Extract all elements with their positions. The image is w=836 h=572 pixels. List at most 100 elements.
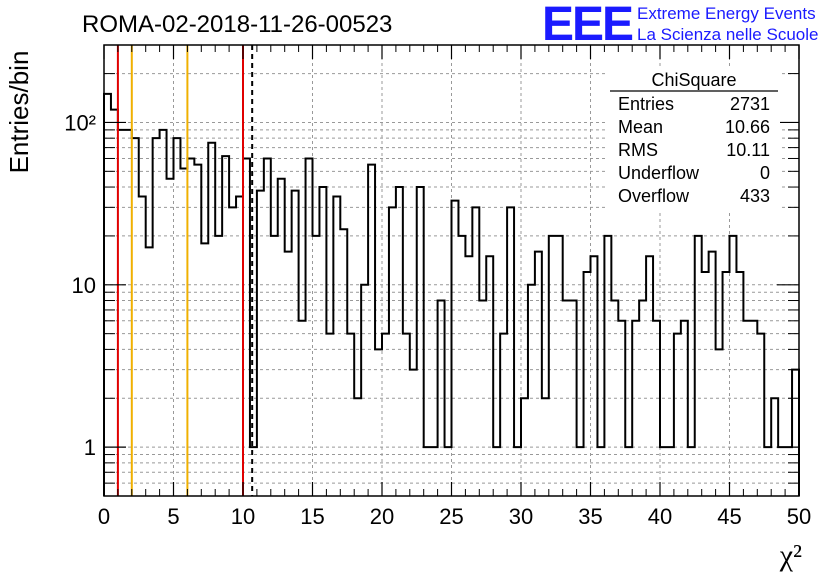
histogram-bin [354, 398, 361, 496]
x-tick-label: 40 [648, 504, 672, 529]
histogram-bin [111, 110, 118, 496]
histogram-bin [104, 94, 111, 496]
histogram-bin [591, 256, 598, 496]
histogram-bin [695, 236, 702, 496]
x-tick-label: 50 [787, 504, 811, 529]
grid [103, 45, 800, 496]
stats-box: ChiSquare Entries 2731 Mean 10.66 RMS 10.11 Un… [608, 66, 780, 210]
histogram-bin [132, 138, 139, 496]
histogram-bin [194, 165, 201, 496]
histogram-bin [632, 321, 639, 496]
x-axis: 0 5 10 15 20 25 30 35 40 45 50 [98, 45, 811, 529]
histogram-bin [167, 179, 174, 496]
y-axis: 1 10 10² [64, 73, 799, 484]
stats-label: RMS [618, 140, 658, 160]
histogram-bin [424, 447, 431, 496]
histogram-bin [528, 285, 535, 496]
histogram-bin [250, 447, 257, 496]
histogram-bin [604, 236, 611, 496]
histogram-bin [146, 247, 153, 496]
histogram-bin [229, 207, 236, 496]
stats-background [608, 66, 780, 210]
histogram-bin [160, 130, 167, 496]
x-axis-title: χ² [779, 539, 802, 572]
histogram-bin [472, 207, 479, 496]
histogram-bin [410, 370, 417, 496]
histogram-bin [285, 252, 292, 496]
histogram-bin [257, 191, 264, 496]
histogram-bin [702, 272, 709, 496]
histogram-bin [458, 236, 465, 496]
histogram [103, 92, 800, 496]
histogram-bin [313, 236, 320, 496]
histogram-bin [153, 138, 160, 496]
histogram-bin [299, 321, 306, 496]
histogram-bin [243, 158, 250, 496]
histogram-bin [584, 272, 591, 496]
x-tick-label: 5 [167, 504, 179, 529]
histogram-bin [535, 252, 542, 496]
histogram-bin [542, 398, 549, 496]
stats-value: 10.66 [725, 117, 770, 137]
histogram-bin [319, 187, 326, 496]
histogram-bin [333, 196, 340, 496]
stats-value: 0 [760, 163, 770, 183]
histogram-bin [271, 236, 278, 496]
histogram-outline [103, 92, 800, 496]
histogram-bin [570, 301, 577, 496]
histogram-bin [389, 207, 396, 496]
histogram-bin [236, 196, 243, 496]
histogram-bin [646, 256, 653, 496]
histogram-bin [180, 169, 187, 496]
histogram-bin [382, 334, 389, 496]
y-tick-label: 1 [84, 435, 96, 460]
histogram-bin [493, 447, 500, 496]
y-axis-title: Entries/bin [4, 51, 34, 174]
stats-value: 433 [740, 186, 770, 206]
histogram-bin [688, 447, 695, 496]
x-tick-label: 0 [98, 504, 110, 529]
histogram-bin [667, 447, 674, 496]
histogram-bin [709, 252, 716, 496]
histogram-bin [361, 285, 368, 496]
stats-label: Mean [618, 117, 663, 137]
histogram-bin [375, 349, 382, 496]
histogram-bin [431, 447, 438, 496]
histogram-bin [278, 179, 285, 496]
stats-value: 2731 [730, 94, 770, 114]
histogram-bin [639, 301, 646, 496]
histogram-bin [736, 272, 743, 496]
x-tick-label: 35 [578, 504, 602, 529]
histogram-bin [486, 256, 493, 496]
histogram-bin [292, 191, 299, 496]
histogram-bin [500, 334, 507, 496]
histogram-bin [187, 158, 194, 496]
histogram-bin [118, 130, 125, 496]
histogram-bin [215, 236, 222, 496]
x-tick-label: 10 [231, 504, 255, 529]
histogram-bin [465, 256, 472, 496]
histogram-bin [521, 398, 528, 496]
histogram-bin [403, 334, 410, 496]
histogram-bin [514, 447, 521, 496]
histogram-bin [577, 447, 584, 496]
histogram-bin [750, 321, 757, 496]
histogram-bin [653, 321, 660, 496]
histogram-bin [549, 236, 556, 496]
histogram-bin [778, 447, 785, 496]
histogram-bin [507, 207, 514, 496]
histogram-bin [340, 229, 347, 496]
y-tick-label: 10 [72, 273, 96, 298]
histogram-bin [723, 272, 730, 496]
logo-line-1: Extreme Energy Events [637, 4, 816, 23]
histogram-bin [368, 165, 375, 496]
chart-title: ROMA-02-2018-11-26-00523 [82, 11, 392, 38]
histogram-bin [452, 201, 459, 496]
histogram-bin [479, 301, 486, 496]
eee-logo: EEE [542, 0, 633, 51]
histogram-bin [757, 334, 764, 496]
histogram-bin [764, 447, 771, 496]
x-tick-label: 30 [509, 504, 533, 529]
histogram-bin [618, 321, 625, 496]
stats-value: 10.11 [726, 140, 770, 160]
